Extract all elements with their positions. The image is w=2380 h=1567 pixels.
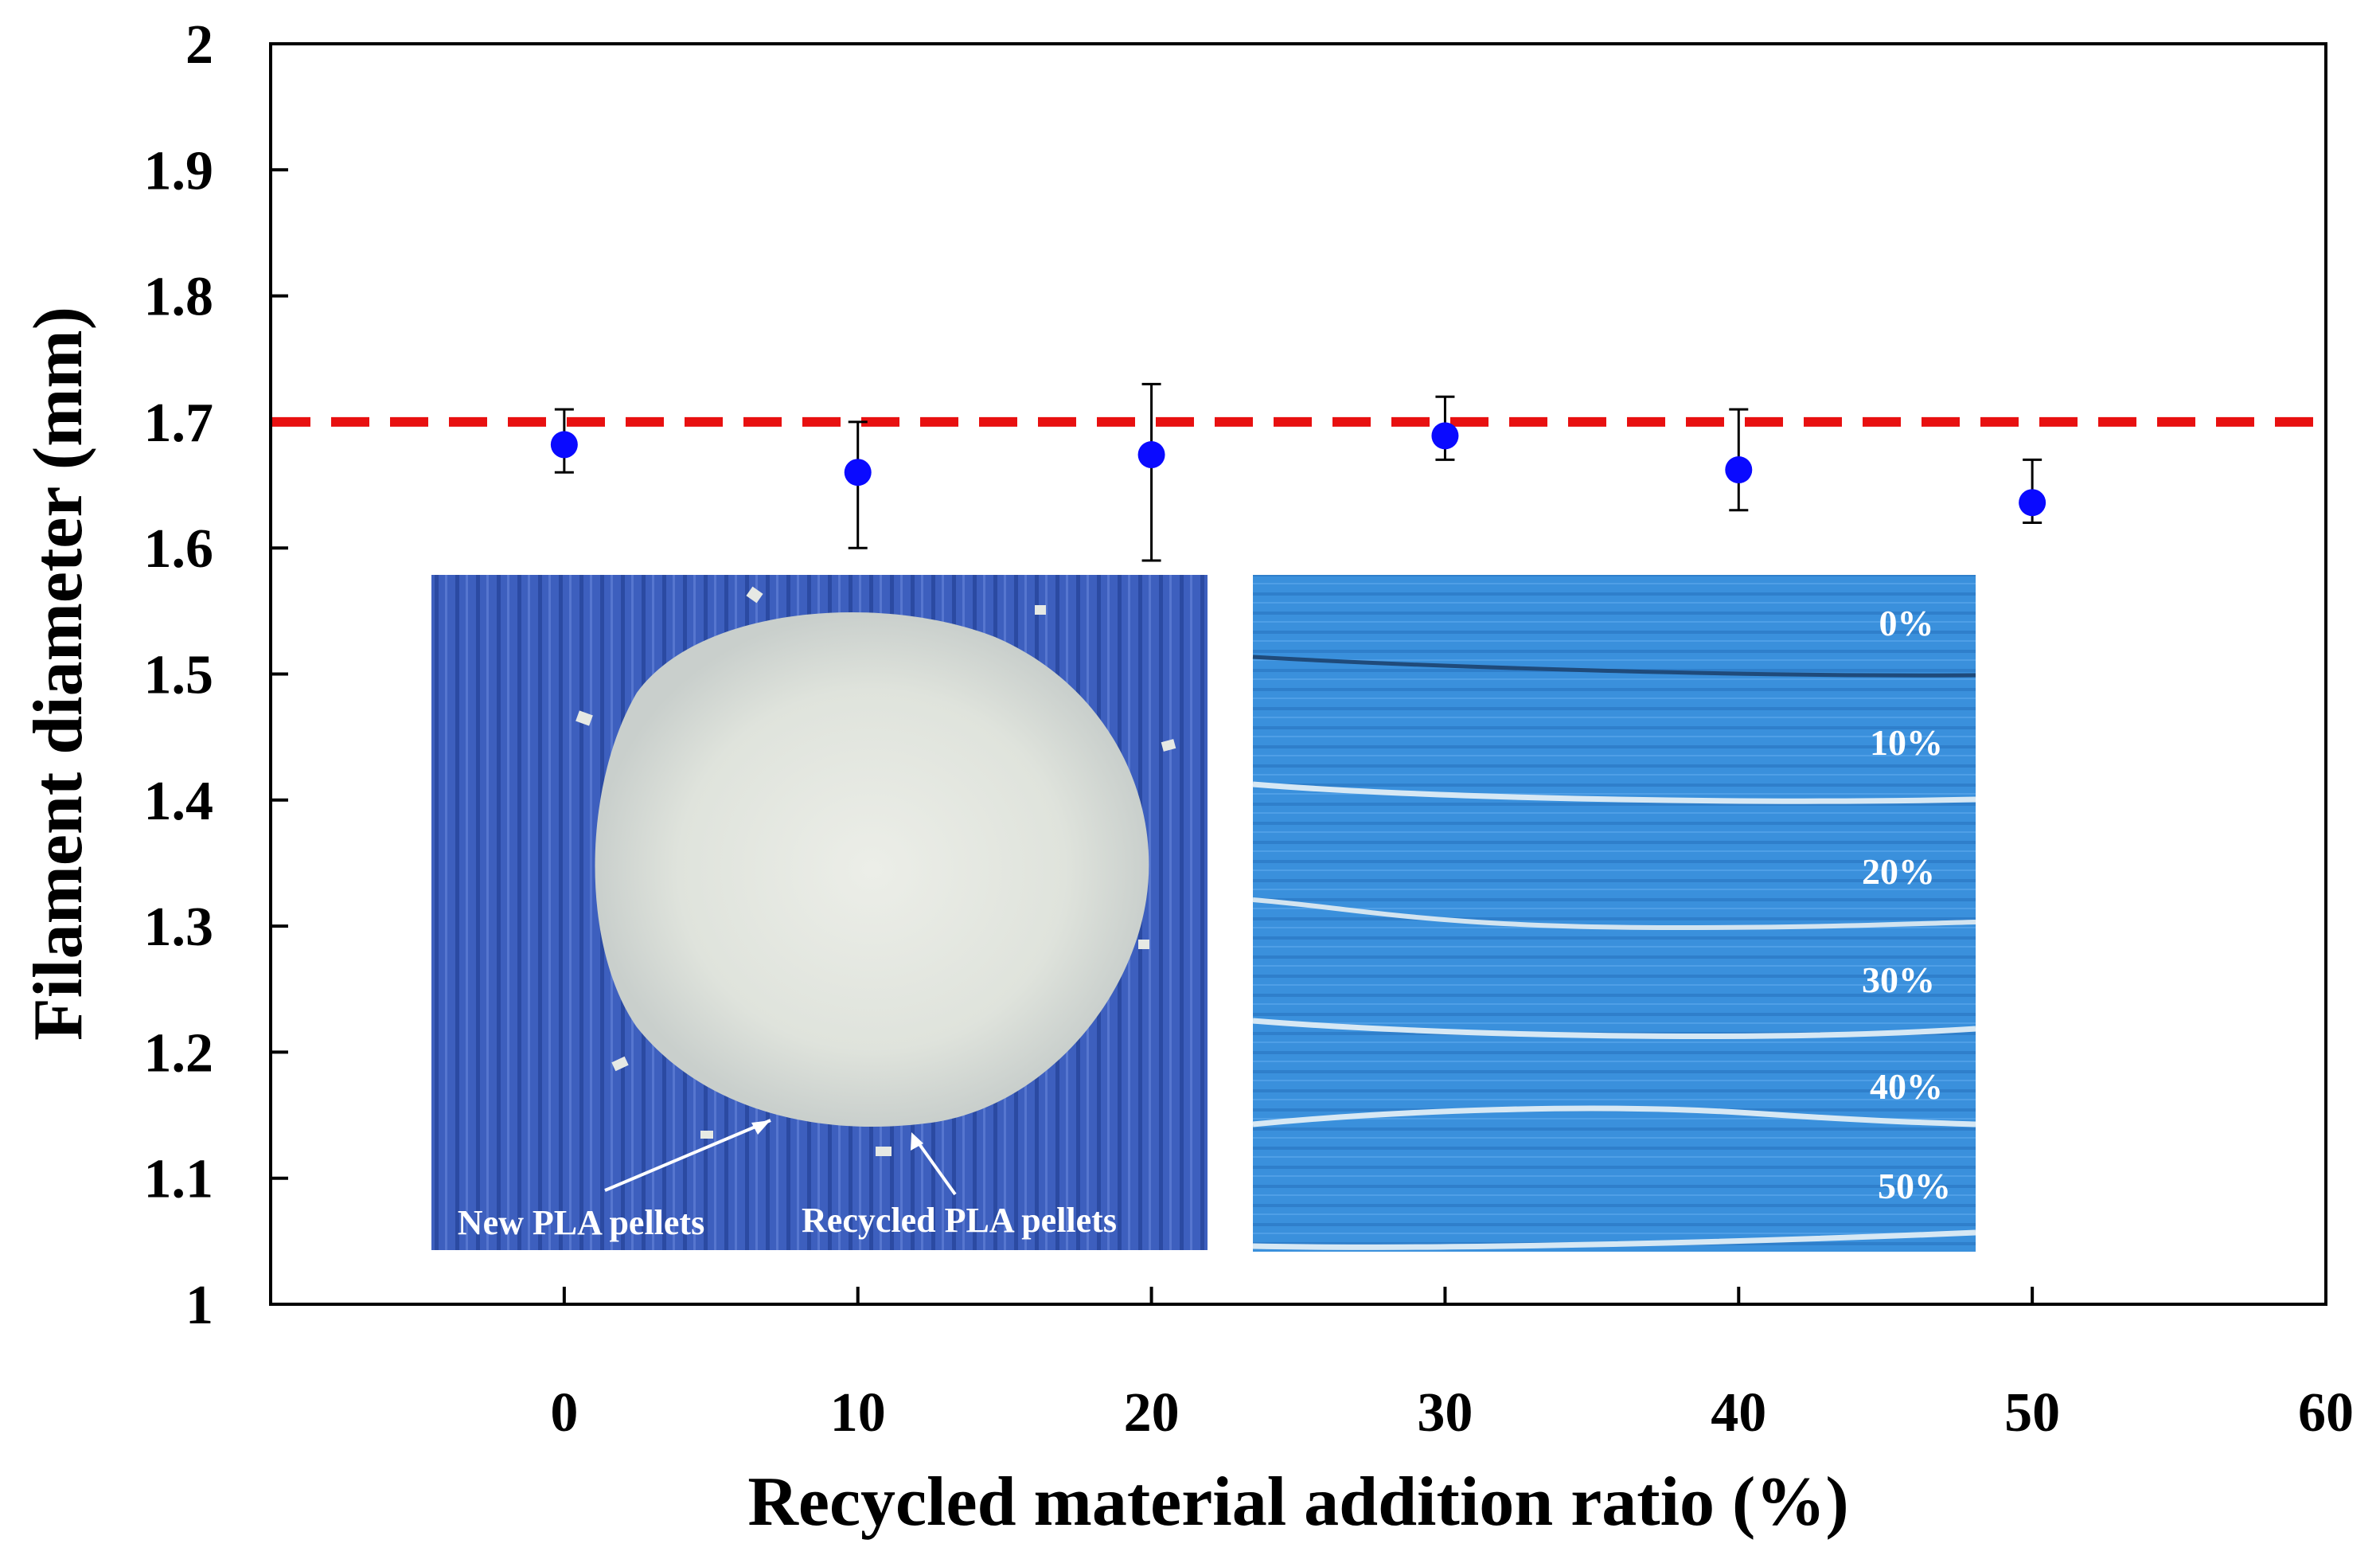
- y-tick-label: 1.9: [144, 140, 214, 201]
- x-tick-label: 50: [2004, 1382, 2060, 1444]
- data-point: [2019, 489, 2046, 517]
- y-tick-label: 1.7: [144, 393, 214, 454]
- x-tick-label: 30: [1417, 1382, 1473, 1444]
- y-tick-label: 1.6: [144, 518, 214, 580]
- pellets-photo: [431, 575, 1208, 1250]
- x-tick-label: 0: [550, 1382, 578, 1444]
- data-point: [844, 459, 872, 487]
- y-tick-label: 1.1: [144, 1149, 214, 1210]
- pellet-label: Recycled PLA pellets: [802, 1201, 1117, 1240]
- y-tick-label: 1.2: [144, 1022, 214, 1084]
- filament-ratio-label: 0%: [1879, 603, 1934, 643]
- y-tick-label: 1: [185, 1275, 213, 1336]
- filament-ratio-label: 20%: [1862, 851, 1935, 892]
- filament-ratio-label: 50%: [1878, 1166, 1951, 1206]
- y-tick-label: 1.8: [144, 267, 214, 328]
- y-tick-label: 1.5: [144, 645, 214, 706]
- x-tick-label: 40: [1711, 1382, 1766, 1444]
- data-point: [550, 431, 578, 459]
- x-tick-label: 60: [2298, 1382, 2354, 1444]
- x-axis-title: Recycled material addition ratio (%): [747, 1463, 1848, 1541]
- data-point: [1137, 441, 1165, 469]
- y-tick-label: 1.4: [144, 771, 214, 832]
- data-point: [1431, 422, 1459, 450]
- y-tick-label: 1.3: [144, 897, 214, 958]
- data-point: [1725, 456, 1753, 484]
- pellet-label: New PLA pellets: [458, 1203, 704, 1242]
- x-tick-label: 10: [830, 1382, 886, 1444]
- y-axis-title: Filament diameter (mm): [20, 307, 97, 1041]
- filament-ratio-label: 10%: [1870, 722, 1943, 763]
- y-tick-label: 2: [185, 14, 213, 76]
- filament-ratio-label: 40%: [1870, 1066, 1943, 1107]
- filament-ratio-label: 30%: [1862, 959, 1935, 1000]
- filaments-photo: [1252, 575, 1976, 1252]
- x-tick-label: 20: [1124, 1382, 1180, 1444]
